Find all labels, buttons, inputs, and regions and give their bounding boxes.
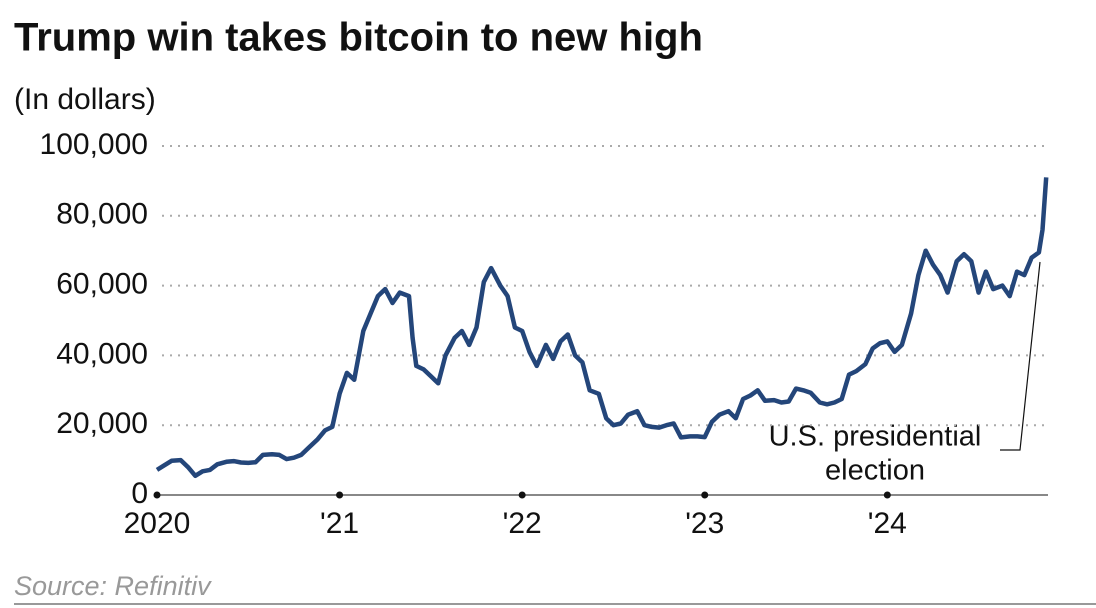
x-tick-label: '22 xyxy=(503,507,542,540)
y-tick-label: 80,000 xyxy=(56,198,148,231)
x-tick-label: '21 xyxy=(320,507,359,540)
chart-subtitle: (In dollars) xyxy=(14,83,156,116)
y-tick-label: 60,000 xyxy=(56,268,148,301)
chart-title: Trump win takes bitcoin to new high xyxy=(14,16,703,60)
x-tick-label: '24 xyxy=(868,507,907,540)
y-tick-label: 0 xyxy=(131,477,148,510)
x-tick-label: 2020 xyxy=(124,507,191,540)
annotation-leader xyxy=(1000,261,1041,451)
y-tick-label: 100,000 xyxy=(40,128,148,161)
source: Source: Refinitiv xyxy=(14,571,212,601)
x-tick xyxy=(518,491,526,499)
x-tick xyxy=(336,491,344,499)
x-tick-label: '23 xyxy=(685,507,724,540)
price-line xyxy=(155,177,1049,479)
x-tick xyxy=(701,491,709,499)
annotation: election xyxy=(825,455,925,487)
y-tick-label: 20,000 xyxy=(56,407,148,440)
y-tick-label: 40,000 xyxy=(56,337,148,370)
x-tick xyxy=(153,491,161,499)
x-tick xyxy=(883,491,891,499)
